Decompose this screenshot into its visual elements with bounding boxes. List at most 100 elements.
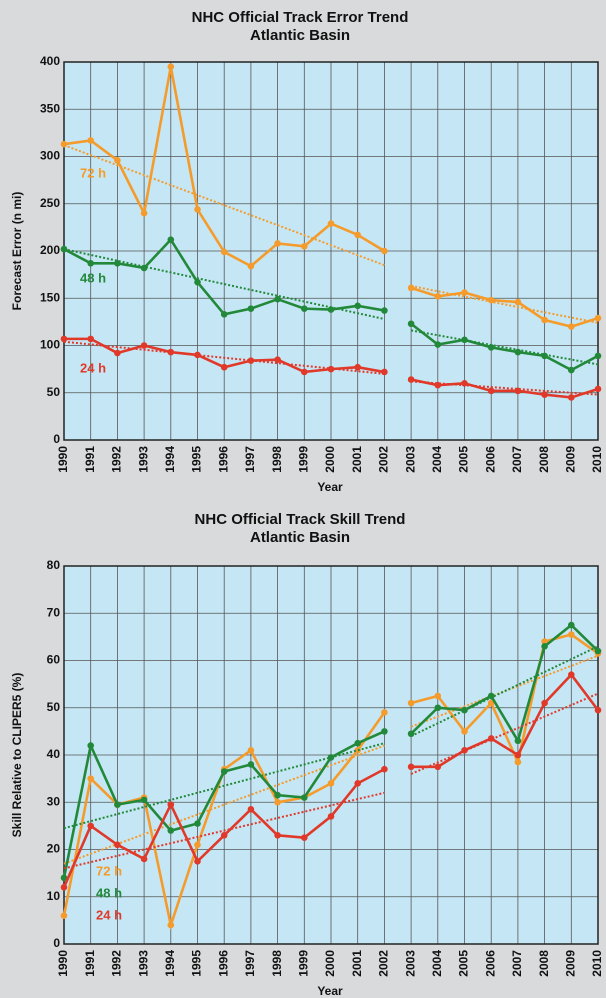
data-point	[568, 671, 575, 678]
x-tick-label: 1993	[136, 950, 150, 977]
data-point	[220, 311, 228, 318]
data-point	[354, 780, 362, 787]
data-point	[381, 307, 388, 314]
data-point	[140, 342, 148, 349]
data-point	[194, 841, 201, 849]
data-point	[568, 323, 575, 330]
data-point	[461, 380, 468, 387]
data-point	[274, 240, 281, 247]
x-tick-label: 1993	[136, 446, 150, 473]
data-point	[87, 775, 94, 782]
data-point	[514, 387, 522, 395]
data-point	[247, 262, 255, 270]
legend-label: 24 h	[96, 907, 122, 922]
data-point	[434, 763, 442, 771]
legend-label: 48 h	[80, 271, 106, 286]
data-point	[274, 832, 281, 839]
x-tick-label: 2005	[457, 950, 471, 977]
data-point	[594, 352, 602, 360]
y-tick-label: 200	[40, 243, 60, 257]
data-point	[461, 728, 468, 735]
data-point	[381, 765, 388, 773]
y-tick-label: 10	[47, 889, 61, 903]
data-point	[247, 357, 255, 364]
data-point	[461, 706, 468, 714]
data-point	[87, 822, 94, 830]
data-point	[354, 739, 362, 747]
data-point	[541, 643, 548, 650]
legend-label: 24 h	[80, 360, 106, 375]
legend-label: 72 h	[80, 166, 106, 181]
data-point	[60, 245, 68, 253]
y-tick-label: 50	[47, 700, 61, 714]
data-point	[327, 780, 335, 787]
data-point	[60, 912, 68, 919]
data-point	[220, 832, 228, 839]
data-point	[87, 137, 94, 144]
data-point	[140, 264, 148, 272]
data-point	[274, 356, 281, 363]
data-point	[434, 692, 442, 700]
x-tick-label: 2002	[377, 950, 391, 977]
data-point	[301, 305, 308, 312]
data-point	[434, 381, 442, 389]
trend-line	[63, 791, 385, 870]
data-point	[327, 306, 335, 313]
data-point	[194, 278, 201, 286]
y-tick-label: 150	[40, 290, 60, 304]
data-point	[381, 368, 388, 376]
x-tick-label: 1991	[83, 446, 97, 473]
data-point	[60, 335, 68, 343]
data-point	[167, 63, 175, 71]
chart-title: NHC Official Track Skill Trend	[195, 511, 406, 528]
data-point	[167, 236, 175, 243]
x-tick-label: 2008	[537, 950, 551, 977]
data-point	[407, 284, 415, 292]
x-tick-label: 2000	[323, 446, 337, 473]
x-tick-label: 2003	[403, 446, 417, 473]
y-tick-label: 0	[53, 432, 60, 446]
data-point	[167, 921, 175, 929]
data-point	[247, 761, 255, 768]
data-point	[301, 794, 308, 801]
data-point	[407, 320, 415, 328]
data-point	[487, 344, 495, 351]
data-point	[194, 820, 201, 827]
x-tick-label: 1998	[270, 950, 284, 977]
x-tick-label: 2009	[563, 446, 577, 473]
data-point	[274, 295, 281, 303]
y-tick-label: 50	[47, 385, 61, 399]
data-point	[87, 335, 94, 343]
legend-label: 48 h	[96, 885, 122, 900]
data-point	[327, 220, 335, 227]
data-point	[140, 855, 148, 863]
legend-label: 72 h	[96, 863, 122, 878]
data-point	[247, 746, 255, 754]
data-point	[381, 247, 388, 255]
data-point	[114, 156, 121, 164]
y-axis-label: Skill Relative to CLIPER5 (%)	[10, 673, 24, 838]
y-tick-label: 60	[47, 653, 61, 667]
x-tick-label: 1992	[110, 950, 124, 977]
x-tick-label: 1994	[163, 446, 177, 473]
data-point	[461, 746, 468, 754]
data-point	[541, 638, 548, 645]
data-point	[487, 735, 495, 742]
data-point	[354, 363, 362, 371]
x-tick-label: 1999	[296, 446, 310, 473]
x-tick-label: 1996	[216, 950, 230, 977]
x-tick-label: 2010	[590, 446, 604, 473]
trend-line	[63, 144, 385, 267]
y-tick-label: 400	[40, 54, 60, 68]
data-point	[381, 709, 388, 716]
x-tick-label: 2006	[483, 950, 497, 977]
data-point	[167, 348, 175, 356]
x-tick-label: 2001	[350, 950, 364, 977]
data-point	[594, 385, 602, 393]
x-tick-label: 2005	[457, 446, 471, 473]
data-point	[354, 231, 362, 239]
trend-line	[411, 380, 599, 396]
data-point	[514, 298, 522, 306]
x-tick-label: 1991	[83, 950, 97, 977]
x-tick-label: 2002	[377, 446, 391, 473]
